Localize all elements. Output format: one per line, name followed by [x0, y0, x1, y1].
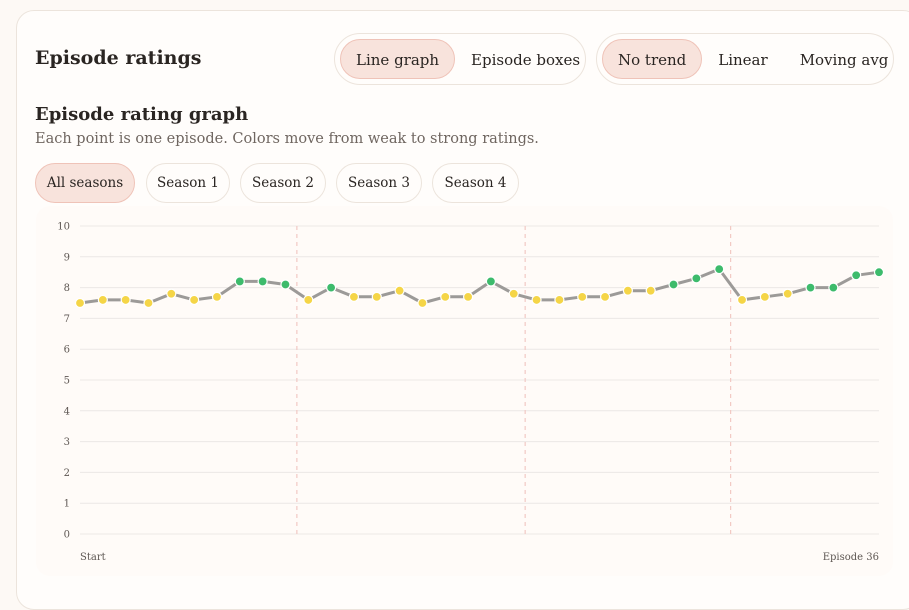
moving-avg-button[interactable]: Moving avg: [799, 51, 889, 69]
trend-toggle: No trend Linear Moving avg: [596, 33, 894, 85]
y-tick-label: 0: [64, 530, 70, 541]
episode-point[interactable]: [120, 294, 131, 306]
episode-point[interactable]: [143, 297, 154, 309]
episode-point[interactable]: [257, 276, 268, 287]
episode-point[interactable]: [189, 294, 200, 306]
x-end-label: Episode 36: [823, 552, 879, 563]
rating-line-chart: 0 1 2 3 4 5 6 7 8 9 10 Start Episode 36: [57, 222, 885, 563]
episode-point[interactable]: [234, 276, 245, 287]
episode-point[interactable]: [303, 294, 314, 306]
y-tick-label: 3: [64, 437, 70, 448]
linear-trend-button[interactable]: Linear: [718, 51, 768, 69]
series-line: [79, 267, 880, 305]
y-tick-label: 9: [64, 252, 70, 263]
episode-point[interactable]: [326, 282, 337, 293]
line-graph-button[interactable]: Line graph: [340, 39, 456, 79]
y-tick-label: 10: [57, 222, 70, 233]
episode-point[interactable]: [462, 291, 474, 302]
episode-point[interactable]: [691, 273, 702, 284]
episode-point[interactable]: [211, 291, 223, 302]
episode-point[interactable]: [759, 291, 770, 302]
season-chip-all[interactable]: All seasons: [35, 163, 135, 203]
episode-point[interactable]: [554, 294, 565, 306]
section-title: Episode rating graph: [35, 104, 249, 125]
view-toggle: Line graph Episode boxes: [334, 33, 586, 85]
episode-point[interactable]: [599, 291, 611, 302]
episode-point[interactable]: [394, 285, 405, 296]
episode-point[interactable]: [508, 288, 519, 299]
no-trend-button[interactable]: No trend: [602, 39, 703, 79]
section-subtitle: Each point is one episode. Colors move f…: [35, 131, 539, 147]
y-tick-label: 5: [64, 376, 70, 387]
episode-point[interactable]: [782, 288, 793, 299]
episode-point[interactable]: [440, 291, 451, 302]
episode-point[interactable]: [371, 291, 382, 302]
y-tick-label: 7: [64, 314, 70, 325]
episode-point[interactable]: [645, 285, 656, 296]
season-chip-1[interactable]: Season 1: [146, 163, 230, 203]
episode-boxes-button[interactable]: Episode boxes: [471, 51, 581, 69]
y-tick-label: 2: [64, 468, 70, 479]
y-tick-label: 8: [64, 283, 70, 294]
episode-point[interactable]: [485, 276, 497, 287]
episode-point[interactable]: [873, 267, 885, 278]
episode-point[interactable]: [805, 282, 816, 293]
episode-point[interactable]: [417, 297, 428, 309]
episode-point[interactable]: [828, 282, 839, 293]
page-title: Episode ratings: [35, 47, 202, 69]
episode-point[interactable]: [166, 288, 177, 299]
episode-point[interactable]: [851, 270, 862, 281]
y-tick-label: 6: [64, 345, 70, 356]
episode-point[interactable]: [622, 285, 633, 296]
season-chip-3[interactable]: Season 3: [336, 163, 422, 203]
season-chip-4[interactable]: Season 4: [432, 163, 519, 203]
episode-point[interactable]: [736, 294, 748, 306]
chart-panel: [36, 206, 893, 576]
x-start-label: Start: [80, 552, 106, 563]
y-tick-label: 4: [64, 406, 70, 417]
episode-point[interactable]: [348, 291, 360, 302]
episode-point[interactable]: [280, 279, 291, 290]
season-chip-2[interactable]: Season 2: [240, 163, 326, 203]
y-tick-label: 1: [64, 499, 70, 510]
episode-point[interactable]: [97, 294, 108, 306]
episode-point[interactable]: [531, 294, 542, 306]
episode-point[interactable]: [74, 297, 86, 309]
episode-point[interactable]: [714, 264, 725, 275]
episode-point[interactable]: [577, 291, 588, 302]
episode-point[interactable]: [668, 279, 679, 290]
